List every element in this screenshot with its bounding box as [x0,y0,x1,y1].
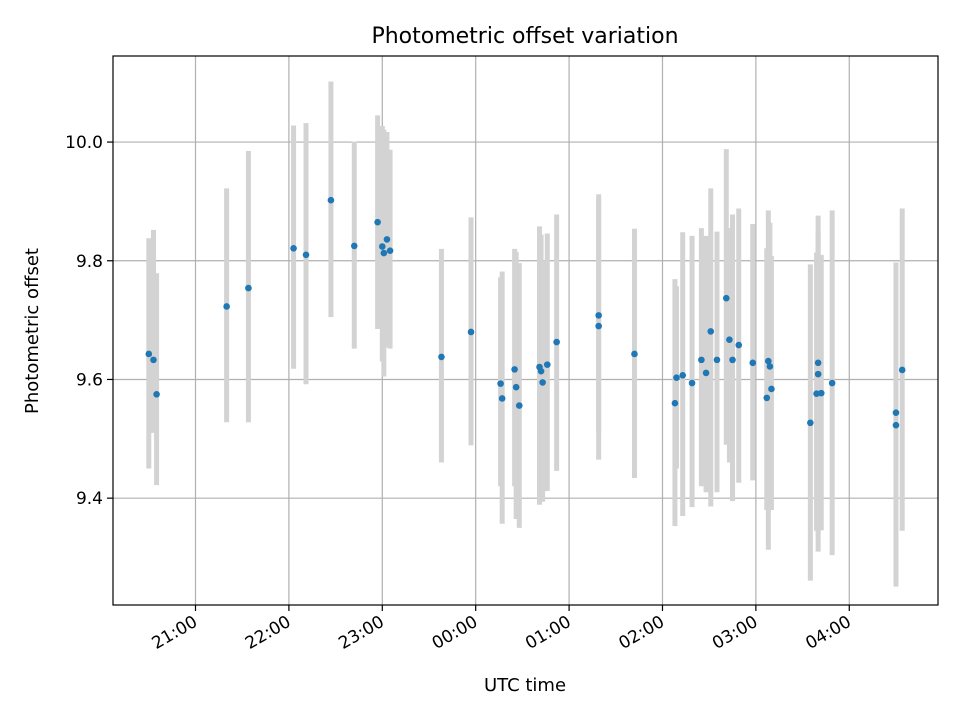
data-point [726,336,733,343]
data-point [438,353,445,361]
data-point [723,294,730,302]
data-point [679,372,687,379]
data-point [515,402,523,409]
data-point [467,328,475,336]
data-point [735,341,743,349]
data-point [698,356,705,364]
data-point [386,247,394,254]
data-point [828,379,836,387]
data-point [245,284,252,292]
y-tick-label: 9.6 [76,370,103,390]
data-point [553,338,560,346]
data-point [713,356,721,364]
x-tick-label: 01:00 [522,612,574,654]
data-point [223,303,230,310]
data-point [892,421,900,429]
data-point [807,419,814,427]
x-tick-label: 23:00 [335,612,387,654]
data-point [150,356,157,364]
x-tick-label: 22:00 [242,612,294,654]
data-point [814,359,822,367]
error-bars [146,81,905,587]
chart-title: Photometric offset variation [371,24,678,49]
data-point [511,366,518,373]
data-point [768,385,775,393]
data-point [749,359,757,367]
x-tick-label: 03:00 [709,612,761,654]
data-point [595,322,602,330]
data-point [595,312,602,319]
data-point [153,391,160,398]
data-point [302,251,310,259]
data-point [763,394,771,402]
x-tick-label: 04:00 [802,612,854,654]
y-tick-label: 9.8 [76,252,103,272]
data-point [817,389,825,397]
data-point [673,374,680,381]
data-point [814,370,822,378]
plot-frame [112,55,939,606]
data-point [631,350,638,358]
y-axis-ticks: 9.4 9.6 9.8 10.0 [65,133,113,509]
x-tick-label: 00:00 [429,612,481,654]
data-point [537,367,545,375]
x-tick-label: 02:00 [616,612,668,654]
data-point [378,243,386,250]
data-point [498,395,506,402]
data-point [702,369,710,377]
x-axis-label: UTC time [484,675,566,696]
data-points [145,196,906,429]
data-point [543,361,551,368]
data-point [380,249,388,257]
y-tick-label: 10.0 [65,133,103,153]
data-point [350,242,358,250]
data-point [539,379,546,386]
data-point [898,366,906,374]
data-point [383,236,391,243]
data-point [290,244,297,252]
data-point [766,363,774,370]
x-tick-label: 21:00 [149,612,201,654]
y-tick-label: 9.4 [76,489,103,509]
data-point [374,218,381,226]
data-point [512,383,520,391]
data-point [892,409,900,417]
data-point [145,350,153,358]
data-point [729,356,736,364]
data-point [688,379,696,387]
data-point [765,357,772,365]
data-point [707,328,715,335]
x-axis-ticks: 21:00 22:00 23:00 00:00 01:00 02:00 03:00 04:00 [149,605,855,654]
data-point [327,196,335,204]
data-point [671,399,679,407]
y-axis-label: Photometric offset [22,248,43,414]
data-point [497,380,504,387]
